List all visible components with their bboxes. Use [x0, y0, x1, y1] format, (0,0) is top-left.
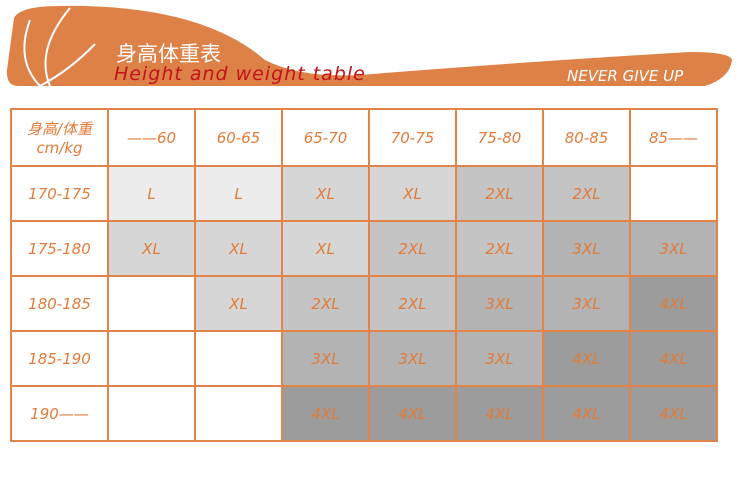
weight-header: 60-65 [194, 108, 283, 167]
size-cell: 4XL [455, 385, 544, 442]
slogan: NEVER GIVE UP [567, 67, 684, 85]
size-cell: 3XL [455, 275, 544, 332]
title-cn: 身高体重表 [116, 42, 221, 66]
size-cell: L [194, 165, 283, 222]
height-cell: 170-175 [10, 165, 109, 222]
size-cell: XL [281, 220, 370, 277]
size-cell: 4XL [629, 275, 718, 332]
size-cell [107, 275, 196, 332]
size-cell [107, 385, 196, 442]
banner [6, 5, 732, 87]
table-row: 185-190 3XL 3XL 3XL 4XL 4XL [10, 330, 718, 387]
size-cell [194, 385, 283, 442]
size-cell: 4XL [542, 385, 631, 442]
size-table: 身高/体重 cm/kg ——60 60-65 65-70 70-75 75-80 80-85 8… [10, 108, 718, 442]
table-row: 180-185 XL 2XL 2XL 3XL 3XL 4XL [10, 275, 718, 332]
size-cell: XL [194, 220, 283, 277]
size-cell: 3XL [542, 220, 631, 277]
corner-cell: 身高/体重 cm/kg [10, 108, 109, 167]
header-row: 身高/体重 cm/kg ——60 60-65 65-70 70-75 75-80 80-85 8… [10, 108, 718, 167]
ball-line-icon [23, 7, 96, 87]
title-en: Height and weight table [114, 63, 366, 85]
size-cell: 2XL [455, 165, 544, 222]
size-cell: 3XL [368, 330, 457, 387]
size-cell: 2XL [281, 275, 370, 332]
weight-header: ——60 [107, 108, 196, 167]
size-cell: 4XL [629, 385, 718, 442]
size-cell: 4XL [281, 385, 370, 442]
table-row: 170-175 L L XL XL 2XL 2XL [10, 165, 718, 222]
corner-label: 身高/体重 [26, 120, 93, 138]
size-cell: 2XL [368, 220, 457, 277]
size-cell: 2XL [542, 165, 631, 222]
size-cell: XL [281, 165, 370, 222]
height-cell: 185-190 [10, 330, 109, 387]
size-cell [629, 165, 718, 222]
size-cell: 3XL [281, 330, 370, 387]
weight-header: 80-85 [542, 108, 631, 167]
height-cell: 175-180 [10, 220, 109, 277]
size-cell: 3XL [455, 330, 544, 387]
weight-header: 65-70 [281, 108, 370, 167]
size-cell: 3XL [542, 275, 631, 332]
size-cell: 3XL [629, 220, 718, 277]
unit-label: cm/kg [36, 139, 83, 157]
size-cell [107, 330, 196, 387]
size-cell: 2XL [368, 275, 457, 332]
table-row: 190—— 4XL 4XL 4XL 4XL 4XL [10, 385, 718, 442]
size-cell: 4XL [368, 385, 457, 442]
size-cell: XL [107, 220, 196, 277]
banner-shape [6, 5, 732, 86]
height-cell: 180-185 [10, 275, 109, 332]
height-cell: 190—— [10, 385, 109, 442]
size-cell: L [107, 165, 196, 222]
size-cell: XL [194, 275, 283, 332]
size-cell: 4XL [629, 330, 718, 387]
weight-header: 85—— [629, 108, 718, 167]
weight-header: 75-80 [455, 108, 544, 167]
size-cell: 4XL [542, 330, 631, 387]
weight-header: 70-75 [368, 108, 457, 167]
size-cell: XL [368, 165, 457, 222]
size-cell [194, 330, 283, 387]
size-cell: 2XL [455, 220, 544, 277]
table-row: 175-180 XL XL XL 2XL 2XL 3XL 3XL [10, 220, 718, 277]
